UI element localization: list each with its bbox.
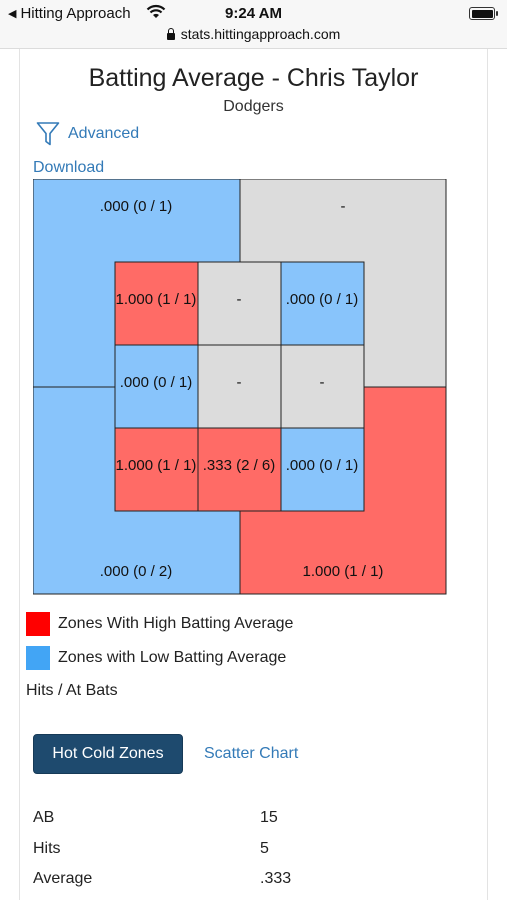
hits-at-bats-note: Hits / At Bats: [26, 682, 118, 699]
zone-1-label: 1.000 (1 / 1): [116, 291, 197, 308]
clock: 9:24 AM: [225, 5, 282, 22]
zone-6[interactable]: [280, 344, 365, 429]
hot-cold-zones-button[interactable]: Hot Cold Zones: [33, 734, 183, 774]
back-caret-icon: ◀: [8, 8, 17, 20]
legend-high-swatch: [26, 612, 50, 636]
legend-low-label: Zones with Low Batting Average: [58, 649, 287, 666]
zone-9[interactable]: [280, 427, 365, 512]
url-text: stats.hittingapproach.com: [180, 26, 341, 42]
advanced-label: Advanced: [68, 125, 140, 142]
team-name: Dodgers: [223, 98, 284, 115]
zone-3[interactable]: [280, 261, 365, 346]
zone-4-label: .000 (0 / 1): [120, 374, 193, 391]
battery-icon: [469, 7, 498, 20]
strike-zone-chart: .000 (0 / 1) - .000 (0 / 2) 1.000 (1 / 1…: [33, 179, 447, 595]
zone-outer-bottom-left-label: .000 (0 / 2): [100, 563, 173, 580]
zone-5-label: -: [237, 374, 242, 391]
back-to-app-button[interactable]: ◀ Hitting Approach: [8, 5, 131, 22]
stat-label: Average: [33, 870, 93, 887]
zone-2-label: -: [237, 291, 242, 308]
legend-low: Zones with Low Batting Average: [26, 646, 286, 670]
zone-9-label: .000 (0 / 1): [286, 457, 359, 474]
legend-low-swatch: [26, 646, 50, 670]
zone-outer-bottom-right-label: 1.000 (1 / 1): [303, 563, 384, 580]
wifi-icon: [146, 4, 166, 18]
zone-7[interactable]: [114, 427, 199, 512]
back-app-label: Hitting Approach: [20, 5, 131, 22]
zone-6-label: -: [320, 374, 325, 391]
stat-value: 5: [260, 840, 269, 857]
legend-high-label: Zones With High Batting Average: [58, 615, 294, 632]
zone-outer-top-left-label: .000 (0 / 1): [100, 198, 173, 215]
stat-label: Hits: [33, 840, 61, 857]
lock-icon: [166, 28, 175, 40]
zone-outer-top-right-label: -: [341, 198, 346, 215]
zone-8-label: .333 (2 / 6): [203, 457, 276, 474]
stat-label: AB: [33, 809, 55, 826]
page-title: Batting Average - Chris Taylor: [88, 64, 419, 92]
filter-icon: [36, 122, 60, 146]
stat-value: .333: [260, 870, 292, 887]
zone-5[interactable]: [197, 344, 282, 429]
zone-3-label: .000 (0 / 1): [286, 291, 359, 308]
status-bar: ◀ Hitting Approach 9:24 AM stats.hitting…: [0, 0, 507, 49]
scatter-chart-link[interactable]: Scatter Chart: [204, 745, 299, 762]
content-card: [19, 49, 488, 900]
download-link[interactable]: Download: [33, 159, 105, 176]
legend-high: Zones With High Batting Average: [26, 612, 293, 636]
stat-value: 15: [260, 809, 278, 826]
zone-8[interactable]: [197, 427, 282, 512]
address-bar[interactable]: stats.hittingapproach.com: [0, 26, 507, 42]
zone-7-label: 1.000 (1 / 1): [116, 457, 197, 474]
zone-1[interactable]: [114, 261, 199, 346]
advanced-filter-link[interactable]: Advanced: [36, 121, 139, 147]
